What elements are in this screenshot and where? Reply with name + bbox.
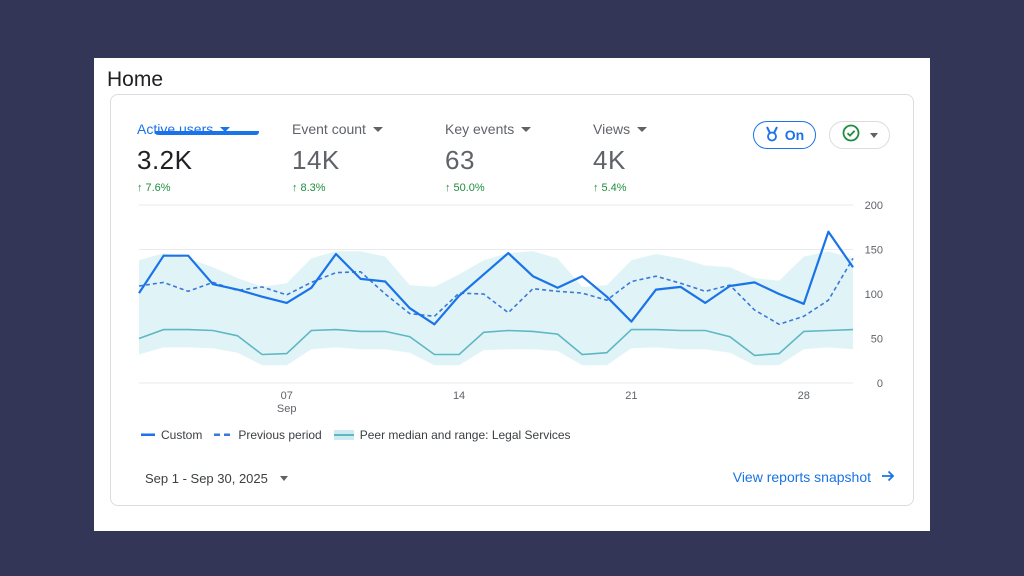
metric-active-users-label[interactable]: Active users	[137, 121, 231, 137]
page-title: Home	[107, 68, 164, 91]
date-range-selector[interactable]: Sep 1 - Sep 30, 2025	[145, 471, 288, 486]
arrow-right-icon	[881, 469, 895, 485]
active-tab-indicator	[155, 131, 259, 135]
caret-down-icon	[521, 126, 532, 132]
band-icon	[333, 430, 354, 440]
metric-event-count-change: ↑ 8.3%	[292, 182, 326, 194]
view-reports-snapshot-link[interactable]: View reports snapshot	[733, 469, 895, 485]
metric-active-users-value: 3.2K	[137, 145, 193, 175]
dashed-line-icon	[214, 433, 231, 436]
caret-down-icon	[220, 126, 231, 132]
check-circle-icon	[842, 124, 860, 147]
previous-period-line	[138, 257, 854, 326]
metric-views-change: ↑ 5.4%	[593, 182, 627, 194]
metric-event-count[interactable]: Event count 14K ↑ 8.3%	[292, 121, 383, 194]
y-tick-label: 0	[877, 378, 883, 390]
metric-views[interactable]: Views 4K ↑ 5.4%	[593, 121, 648, 194]
overview-card: Active users 3.2K ↑ 7.6% Event count 14K…	[110, 94, 914, 506]
legend-item-previous: Previous period	[214, 428, 322, 442]
metric-key-events-value: 63	[445, 145, 475, 175]
x-tick-label: 28	[798, 390, 810, 402]
caret-down-icon	[372, 126, 383, 132]
metric-key-events-change: ↑ 50.0%	[445, 182, 485, 194]
metric-key-events-label[interactable]: Key events	[445, 121, 532, 137]
solid-line-icon	[141, 433, 155, 436]
metric-active-users-change: ↑ 7.6%	[137, 182, 171, 194]
caret-down-icon	[279, 476, 288, 481]
metric-views-value: 4K	[593, 145, 626, 175]
legend-item-custom: Custom	[141, 428, 202, 442]
arrow-up-icon: ↑	[445, 182, 451, 194]
home-panel: Home Active users 3.2K ↑ 7.6% Event coun…	[94, 58, 930, 531]
custom-line	[138, 230, 854, 326]
caret-down-icon	[637, 126, 648, 132]
insights-toggle-button[interactable]: On	[753, 121, 816, 149]
data-quality-dropdown[interactable]	[829, 121, 890, 149]
x-tick-label: 21	[625, 390, 637, 402]
y-tick-label: 50	[871, 334, 883, 346]
x-tick-label: 07	[281, 390, 293, 402]
caret-down-icon	[869, 132, 878, 138]
arrow-up-icon: ↑	[292, 182, 298, 194]
chart-legend: Custom Previous period Peer median and r…	[141, 428, 571, 442]
legend-item-peer: Peer median and range: Legal Services	[333, 428, 571, 442]
x-tick-label: 14	[453, 390, 465, 402]
metric-views-label[interactable]: Views	[593, 121, 648, 137]
insights-badge-icon	[765, 126, 779, 145]
peer-median-line	[138, 328, 854, 357]
arrow-up-icon: ↑	[593, 182, 599, 194]
y-tick-label: 150	[865, 245, 883, 257]
metric-event-count-value: 14K	[292, 145, 340, 175]
x-tick-sublabel: Sep	[277, 403, 297, 415]
arrow-up-icon: ↑	[137, 182, 143, 194]
metric-event-count-label[interactable]: Event count	[292, 121, 383, 137]
y-tick-label: 200	[865, 200, 883, 212]
metric-key-events[interactable]: Key events 63 ↑ 50.0%	[445, 121, 532, 194]
metric-active-users[interactable]: Active users 3.2K ↑ 7.6%	[137, 121, 231, 194]
y-tick-label: 100	[865, 289, 883, 301]
